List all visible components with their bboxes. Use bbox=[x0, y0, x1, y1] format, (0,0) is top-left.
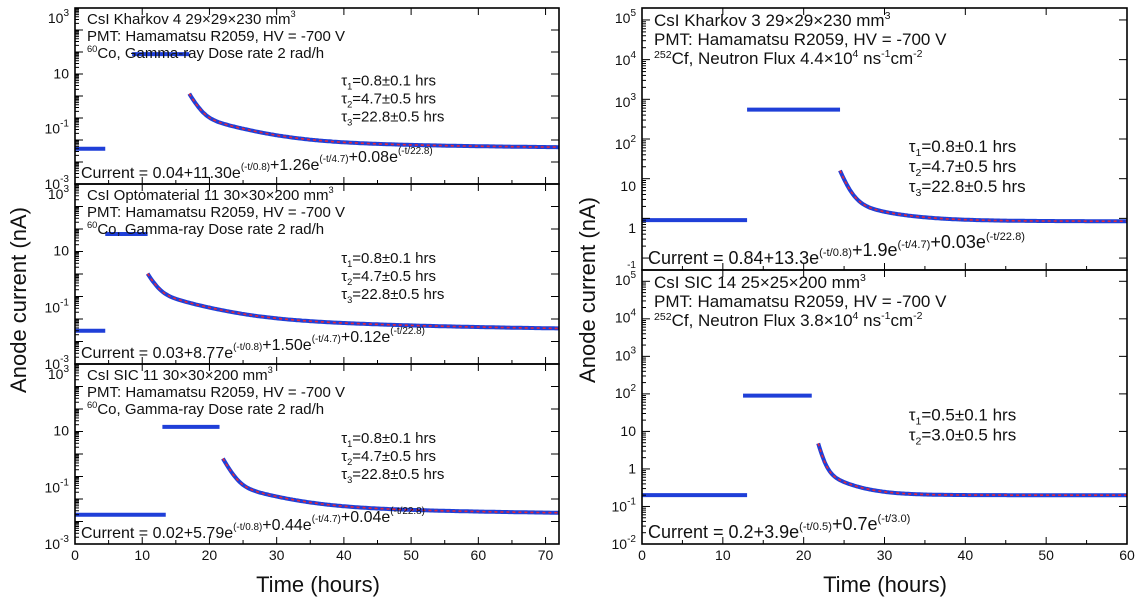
x-tick-label: 40 bbox=[336, 547, 352, 563]
x-tick-label: 30 bbox=[877, 547, 893, 563]
data-layer bbox=[75, 231, 559, 333]
y-axis-label-left: Anode current (nA) bbox=[6, 207, 31, 393]
fit-formula: Current = 0.2+3.9e(-t/0.5)+0.7e(-t/3.0) bbox=[648, 513, 911, 542]
y-tick-label: 10-1 bbox=[45, 477, 70, 495]
y-tick-label: 103 bbox=[615, 92, 637, 110]
tau-3: τ3=22.8±0.5 hrs bbox=[341, 466, 444, 485]
data-layer bbox=[75, 424, 559, 517]
x-tick-label: 70 bbox=[538, 547, 554, 563]
y-tick-label: 10 bbox=[53, 423, 69, 439]
annotation-line-2: PMT: Hamamatsu R2059, HV = -700 V bbox=[654, 292, 947, 311]
annotation-line-1: CsI Optomaterial 11 30×30×200 mm3 bbox=[87, 185, 334, 204]
fit-curve bbox=[146, 273, 559, 330]
tau-2: τ2=4.7±0.5 hrs bbox=[341, 90, 436, 109]
y-tick-label: 103 bbox=[615, 345, 637, 363]
x-axis-label-right: Time (hours) bbox=[823, 572, 947, 597]
panel-4: -1 1 10 102 103 104 105 CsI Kharkov 3 29×29×230… bbox=[615, 7, 1128, 271]
fit-formula: Current = 0.04+11.30e(-t/0.8)+1.26e(-t/4… bbox=[81, 146, 433, 182]
x-tick-label: 10 bbox=[715, 547, 731, 563]
y-tick-label: 10 bbox=[620, 178, 636, 194]
y-tick-label: 10 bbox=[53, 65, 69, 81]
x-tick-label: 60 bbox=[471, 547, 487, 563]
annotation-line-3: 252Cf, Neutron Flux 3.8×104 ns-1cm-2 bbox=[654, 310, 923, 330]
y-tick-label: 104 bbox=[615, 50, 637, 68]
y-tick-label: 105 bbox=[615, 8, 637, 26]
y-tick-label: 103 bbox=[48, 364, 70, 382]
y-tick-label: 10-3 bbox=[45, 534, 70, 552]
fit-formula: Current = 0.03+8.77e(-t/0.8)+1.50e(-t/4.… bbox=[81, 326, 425, 362]
tau-1: τ1=0.8±0.1 hrs bbox=[341, 72, 436, 91]
y-tick-label: 10-1 bbox=[45, 297, 70, 315]
panel-3: 0 10 20 30 40 50 60 70 10-3 10-1 10 103 CsI SIC 11 3… bbox=[45, 363, 560, 563]
fit-curve bbox=[222, 458, 559, 514]
x-axis-label-left: Time (hours) bbox=[256, 572, 380, 597]
data-layer bbox=[642, 107, 1127, 224]
x-tick-label: 20 bbox=[796, 547, 812, 563]
panel-2: 10-3 10-1 10 103 CsI Optomaterial 11 30×30×2… bbox=[45, 183, 560, 372]
tau-3: τ3=22.8±0.5 hrs bbox=[341, 286, 444, 305]
y-tick-label: 10 bbox=[53, 243, 69, 259]
y-tick-label: -1 bbox=[627, 260, 636, 271]
fit-curve bbox=[188, 93, 559, 148]
annotation-line-1: CsI Kharkov 3 29×29×230 mm3 bbox=[654, 10, 891, 30]
annotation-line-3: 252Cf, Neutron Flux 4.4×104 ns-1cm-2 bbox=[654, 48, 923, 68]
fit-formula: Current = 0.84+13.3e(-t/0.8)+1.9e(-t/4.7… bbox=[648, 231, 1025, 268]
annotation-line-2: PMT: Hamamatsu R2059, HV = -700 V bbox=[87, 384, 345, 401]
tau-1: τ1=0.8±0.1 hrs bbox=[341, 430, 436, 449]
annotation-line-1: CsI SIC 11 30×30×200 mm3 bbox=[87, 365, 273, 384]
tau-2: τ2=4.7±0.5 hrs bbox=[341, 448, 436, 467]
annotation-line-2: PMT: Hamamatsu R2059, HV = -700 V bbox=[654, 30, 947, 49]
x-tick-label: 30 bbox=[269, 547, 285, 563]
x-tick-label: 40 bbox=[958, 547, 974, 563]
annotation-line-3: 60Co, Gamma-ray Dose rate 2 rad/h bbox=[87, 44, 324, 62]
x-tick-label: 50 bbox=[403, 547, 419, 563]
y-tick-label: 10-2 bbox=[612, 534, 637, 552]
y-tick-label: 103 bbox=[48, 184, 70, 202]
annotation-line-2: PMT: Hamamatsu R2059, HV = -700 V bbox=[87, 204, 345, 221]
y-tick-label: 103 bbox=[48, 8, 70, 26]
tau-2: τ2=3.0±0.5 hrs bbox=[909, 426, 1016, 448]
fit-curve bbox=[839, 170, 1127, 222]
y-tick-label: 10-1 bbox=[45, 119, 70, 137]
data-layer bbox=[642, 393, 1127, 498]
annotation-line-1: CsI Kharkov 4 29×29×230 mm3 bbox=[87, 9, 296, 28]
fit-formula: Current = 0.02+5.79e(-t/0.8)+0.44e(-t/4.… bbox=[81, 506, 425, 542]
y-tick-label: 102 bbox=[615, 134, 637, 152]
tau-3: τ3=22.8±0.5 hrs bbox=[341, 108, 444, 127]
y-tick-label: 10-3 bbox=[45, 354, 70, 372]
x-tick-label: 0 bbox=[71, 547, 79, 563]
annotation-line-1: CsI SIC 14 25×25×200 mm3 bbox=[654, 272, 866, 292]
x-tick-label: 20 bbox=[202, 547, 218, 563]
data-layer bbox=[75, 52, 559, 151]
x-tick-label: 60 bbox=[1119, 547, 1135, 563]
decay-data bbox=[816, 442, 1127, 498]
y-tick-label: 10-1 bbox=[612, 496, 637, 514]
y-tick-label: 104 bbox=[615, 308, 637, 326]
tau-1: τ1=0.8±0.1 hrs bbox=[341, 250, 436, 269]
y-tick-label: 102 bbox=[615, 383, 637, 401]
y-tick-label: 105 bbox=[615, 270, 637, 288]
tau-2: τ2=4.7±0.5 hrs bbox=[341, 268, 436, 287]
tau-3: τ3=22.8±0.5 hrs bbox=[909, 177, 1026, 199]
annotation-line-3: 60Co, Gamma-ray Dose rate 2 rad/h bbox=[87, 400, 324, 418]
panel-5: 0 10 20 30 40 50 60 10-2 10-1 1 10 102 103 104 105 CsI … bbox=[612, 269, 1135, 563]
tau-1: τ1=0.8±0.1 hrs bbox=[909, 137, 1016, 159]
tau-1: τ1=0.5±0.1 hrs bbox=[909, 406, 1016, 428]
panel-1: 10-3 10-1 10 103 CsI Kharkov 4 29×29×230 mm3… bbox=[45, 7, 560, 192]
x-tick-label: 0 bbox=[638, 547, 646, 563]
annotation-line-3: 60Co, Gamma-ray Dose rate 2 rad/h bbox=[87, 220, 324, 238]
y-tick-label: 1 bbox=[628, 461, 636, 477]
tau-2: τ2=4.7±0.5 hrs bbox=[909, 157, 1016, 179]
x-tick-label: 10 bbox=[134, 547, 150, 563]
annotation-line-2: PMT: Hamamatsu R2059, HV = -700 V bbox=[87, 28, 345, 45]
y-tick-label: 10-3 bbox=[45, 174, 70, 192]
y-tick-label: 10 bbox=[620, 423, 636, 439]
y-tick-label: 1 bbox=[628, 220, 636, 236]
x-tick-label: 50 bbox=[1038, 547, 1054, 563]
y-axis-label-right: Anode current (nA) bbox=[575, 197, 600, 383]
